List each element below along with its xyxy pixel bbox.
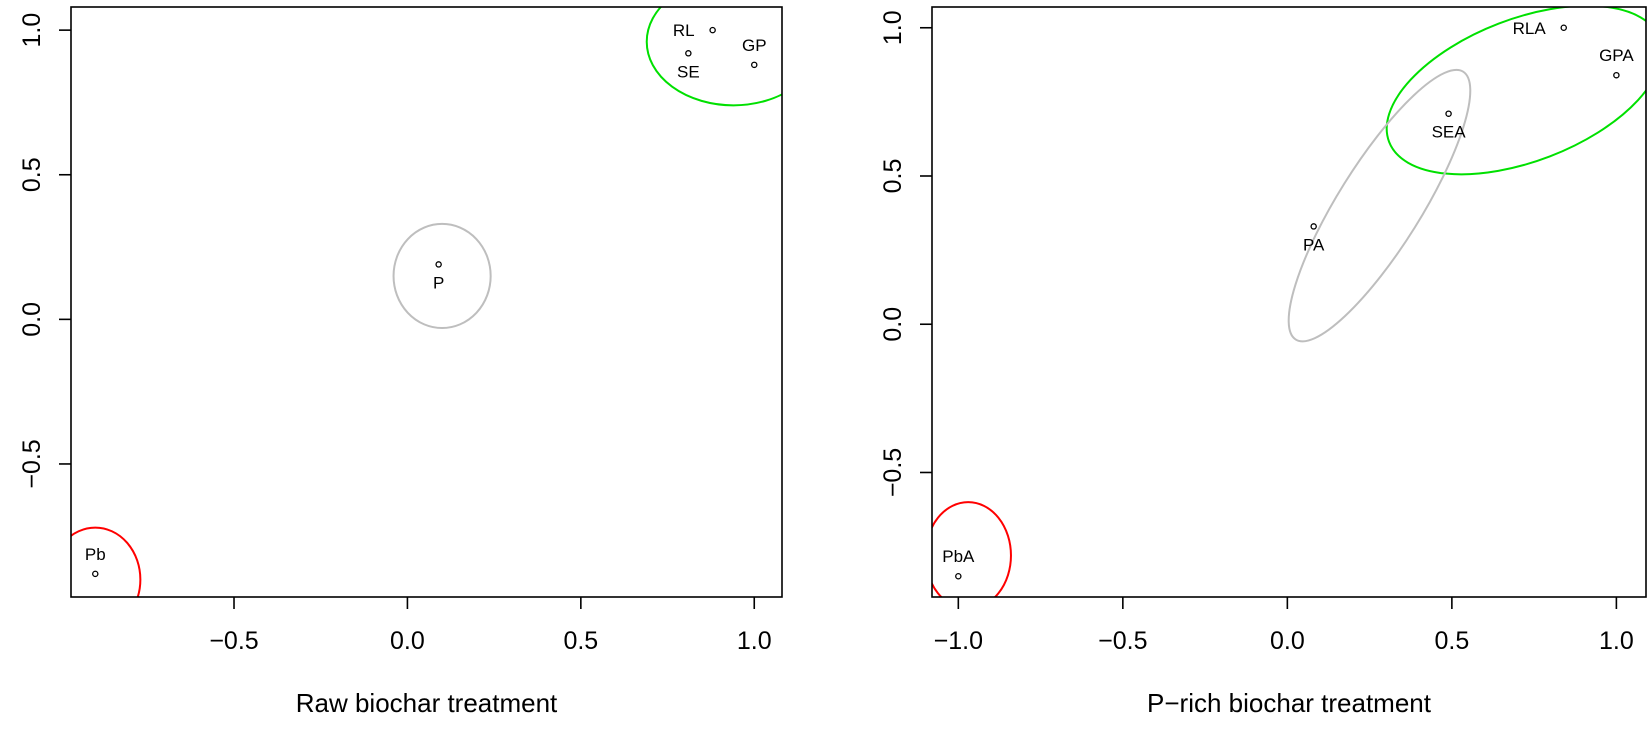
x-tick-label: −0.5 [209,627,258,655]
point-label-pba: PbA [942,547,975,566]
point-label-pa: PA [1303,235,1325,254]
data-point-p [435,261,442,268]
data-point-rla [1560,24,1567,32]
point-label-pb: Pb [85,545,106,564]
data-point-pba [955,572,962,580]
y-tick-label: 0.0 [879,307,907,342]
y-tick-label: 1.0 [18,13,46,48]
x-tick-label: 0.0 [1270,627,1305,655]
data-point-pa [1310,223,1317,230]
point-label-gpa: GPA [1599,46,1634,65]
point-label-rla: RLA [1513,19,1547,38]
y-tick-label: 0.0 [18,302,46,337]
group-ellipse [645,7,782,107]
y-tick-label: −0.5 [18,439,46,488]
data-point-gp [751,61,758,69]
x-tick-label: 1.0 [1599,627,1634,655]
data-point-rl [709,26,716,34]
y-tick-label: 0.5 [879,159,907,194]
plot-area: RL SE GP P Pb [71,7,782,597]
data-point-pb [92,570,99,578]
point-label-rl: RL [673,21,695,40]
x-axis-title: Raw biochar treatment [296,688,558,718]
x-tick-label: 0.0 [390,627,425,655]
y-tick-label: 1.0 [879,10,907,45]
y-tick-label: 0.5 [18,157,46,192]
data-point-gpa [1613,71,1620,79]
group-ellipse [1385,7,1646,176]
x-tick-label: −1.0 [934,627,983,655]
point-label-p: P [433,273,444,292]
x-tick-label: −0.5 [1098,627,1147,655]
x-tick-label: 0.5 [563,627,598,655]
point-label-se: SE [677,62,700,81]
x-axis: −0.5 0.0 0.5 1.0 [209,597,772,655]
y-axis: −0.5 0.0 0.5 1.0 [18,13,71,489]
x-axis: −1.0 −0.5 0.0 0.5 1.0 [934,597,1634,655]
x-tick-label: 1.0 [737,627,772,655]
plot-frame [70,6,783,598]
group-ellipse [392,222,492,330]
plot-area: RLA GPA SEA PA PbA [932,7,1646,597]
group-ellipse [1287,68,1472,343]
point-label-sea: SEA [1432,123,1467,142]
right-panel-p-rich-biochar: RLA GPA SEA PA PbA −1.0 −0.5 0.0 0.5 1.0 −0.5 0.0 0.… [879,6,1647,718]
plot-frame [931,6,1647,598]
point-label-gp: GP [742,36,767,55]
y-axis: −0.5 0.0 0.5 1.0 [879,10,932,497]
x-axis-title: P−rich biochar treatment [1147,688,1432,718]
data-point-sea [1445,110,1452,117]
group-ellipse [71,526,142,597]
group-ellipse [932,501,1012,597]
y-tick-label: −0.5 [879,448,907,497]
x-tick-label: 0.5 [1434,627,1469,655]
left-panel-raw-biochar: RL SE GP P Pb −0.5 0.0 0.5 1.0 −0.5 0.0 0.5 1.0 Raw b… [18,6,783,718]
data-point-se [685,50,692,57]
